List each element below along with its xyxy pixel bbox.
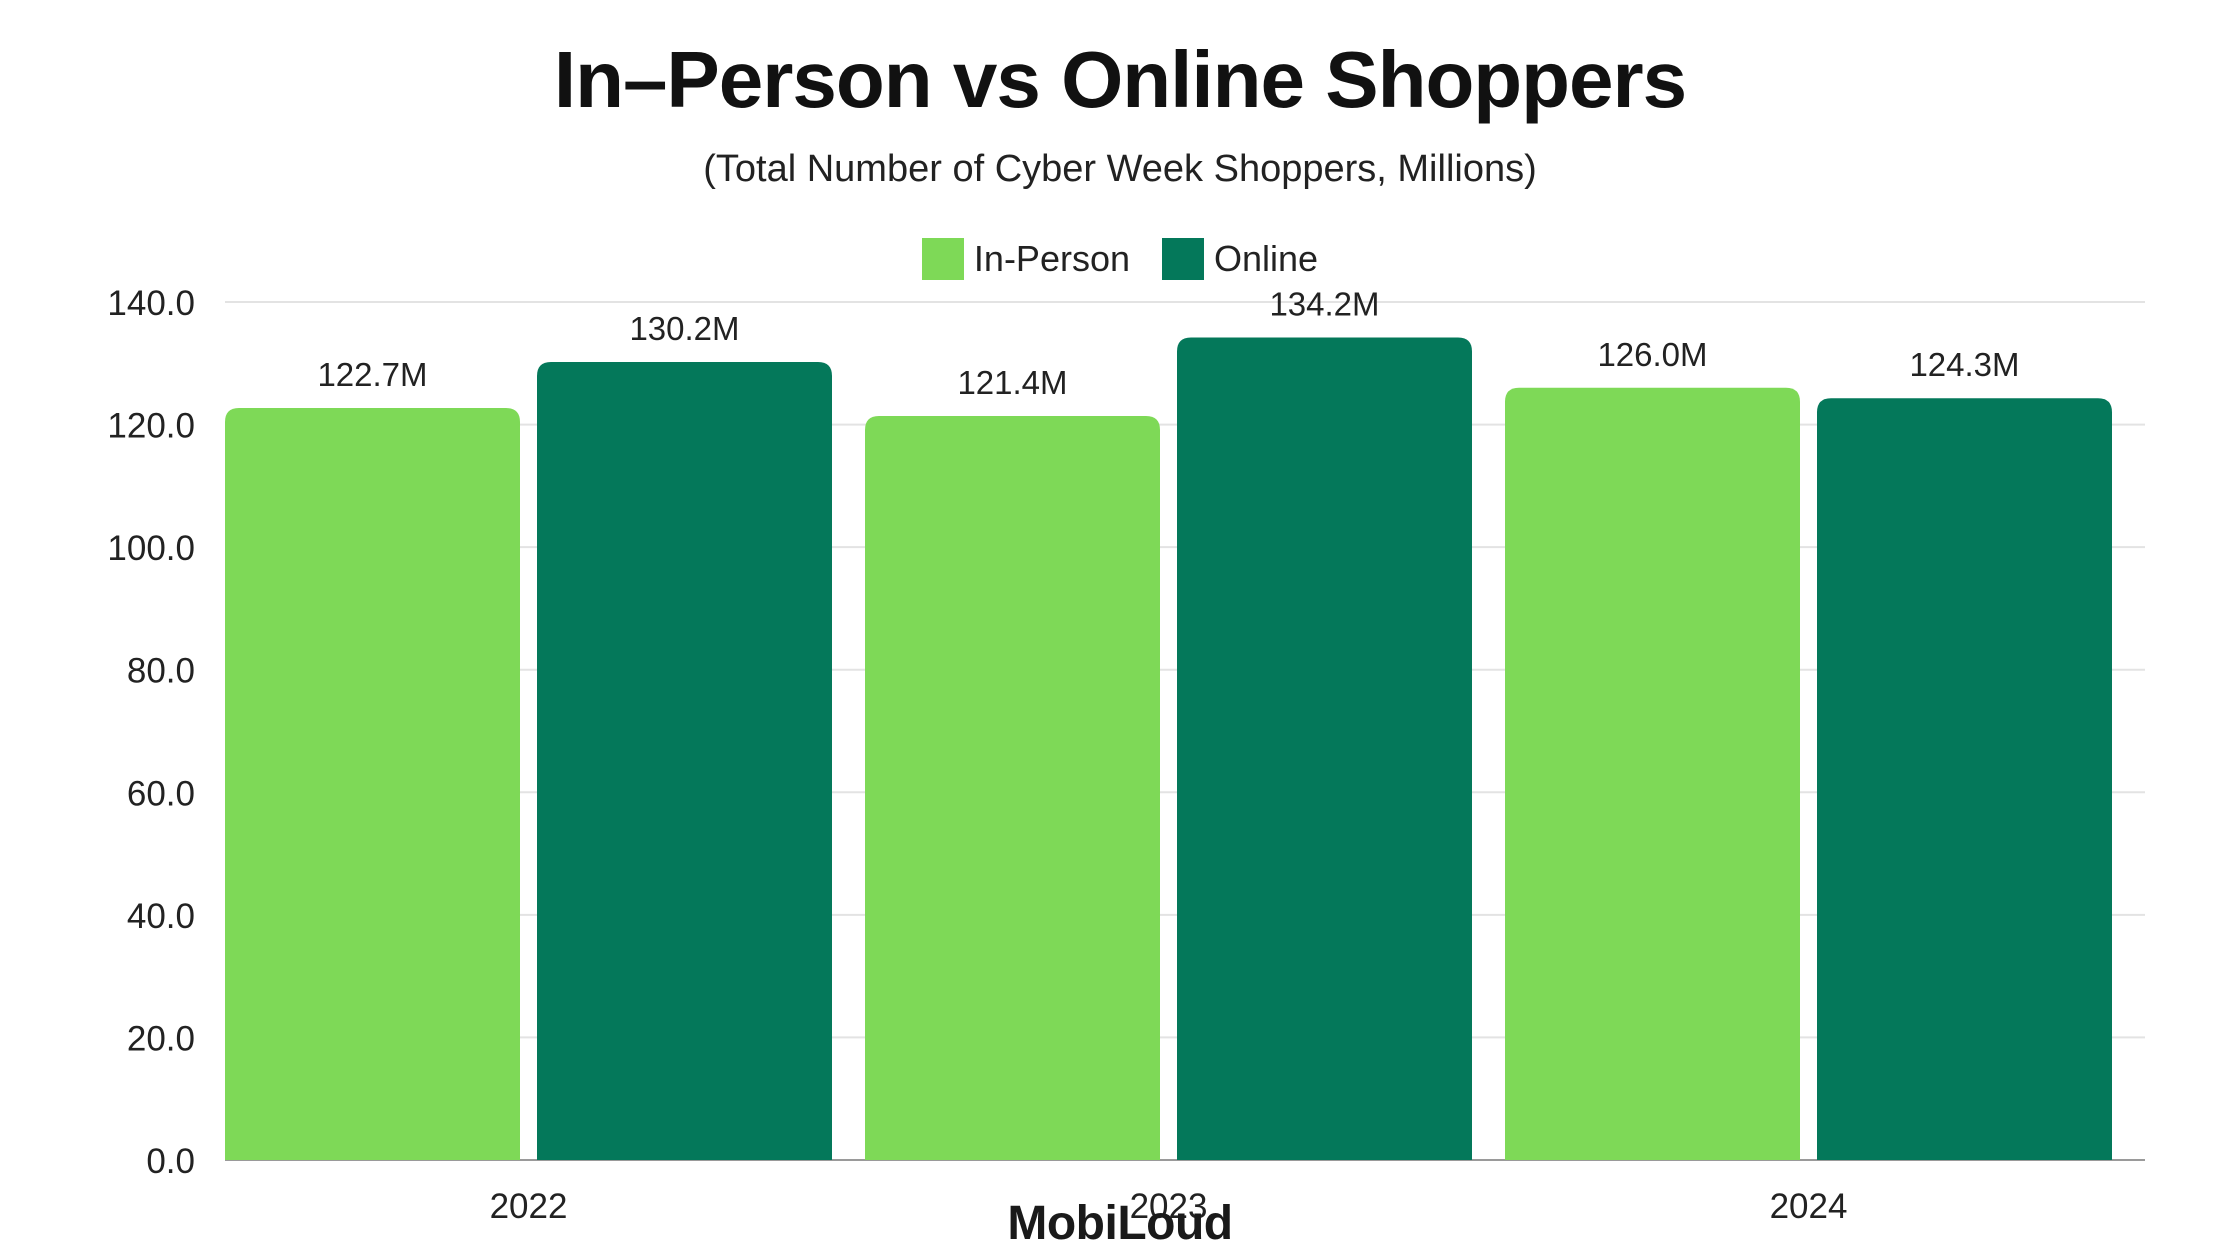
brand-logo: MobiLoud (1007, 1197, 1233, 1250)
legend-swatch-in-person (921, 238, 964, 280)
bar-online-2023 (1177, 337, 1472, 1160)
legend-label-in-person: In-Person (973, 238, 1130, 279)
legend-label-online: Online (1214, 238, 1319, 279)
data-label: 130.2M (629, 310, 739, 347)
y-tick-label: 40.0 (127, 897, 195, 936)
data-label: 122.7M (317, 356, 427, 393)
bar-online-2022 (537, 362, 832, 1160)
bar-in-person-2023 (865, 415, 1160, 1160)
y-tick-label: 0.0 (146, 1142, 195, 1181)
data-label: 134.2M (1269, 286, 1379, 323)
x-tick-label: 2024 (1770, 1187, 1848, 1226)
y-tick-label: 60.0 (127, 774, 195, 813)
data-label: 121.4M (957, 364, 1067, 401)
data-label: 124.3M (1909, 346, 2019, 383)
y-tick-label: 140.0 (107, 284, 195, 323)
legend-swatch-online (1162, 238, 1204, 280)
legend-item-online: Online (1162, 238, 1318, 280)
y-tick-label: 120.0 (107, 407, 195, 446)
data-label: 126.0M (1597, 336, 1707, 373)
bar-in-person-2022 (225, 408, 520, 1160)
chart-title: In–Person vs Online Shoppers (553, 35, 1687, 124)
x-tick-label: 2023 (1130, 1187, 1208, 1226)
y-tick-label: 100.0 (107, 529, 195, 568)
legend-item-in-person: In-Person (921, 238, 1130, 280)
chart-subtitle: (Total Number of Cyber Week Shoppers, Mi… (703, 148, 1537, 190)
x-tick-label: 2022 (490, 1187, 568, 1226)
bar-online-2024 (1817, 398, 2112, 1160)
y-tick-label: 80.0 (127, 652, 195, 691)
y-tick-label: 20.0 (127, 1019, 195, 1058)
legend: In-Person Online (0, 238, 2240, 280)
bar-in-person-2024 (1505, 387, 1800, 1160)
